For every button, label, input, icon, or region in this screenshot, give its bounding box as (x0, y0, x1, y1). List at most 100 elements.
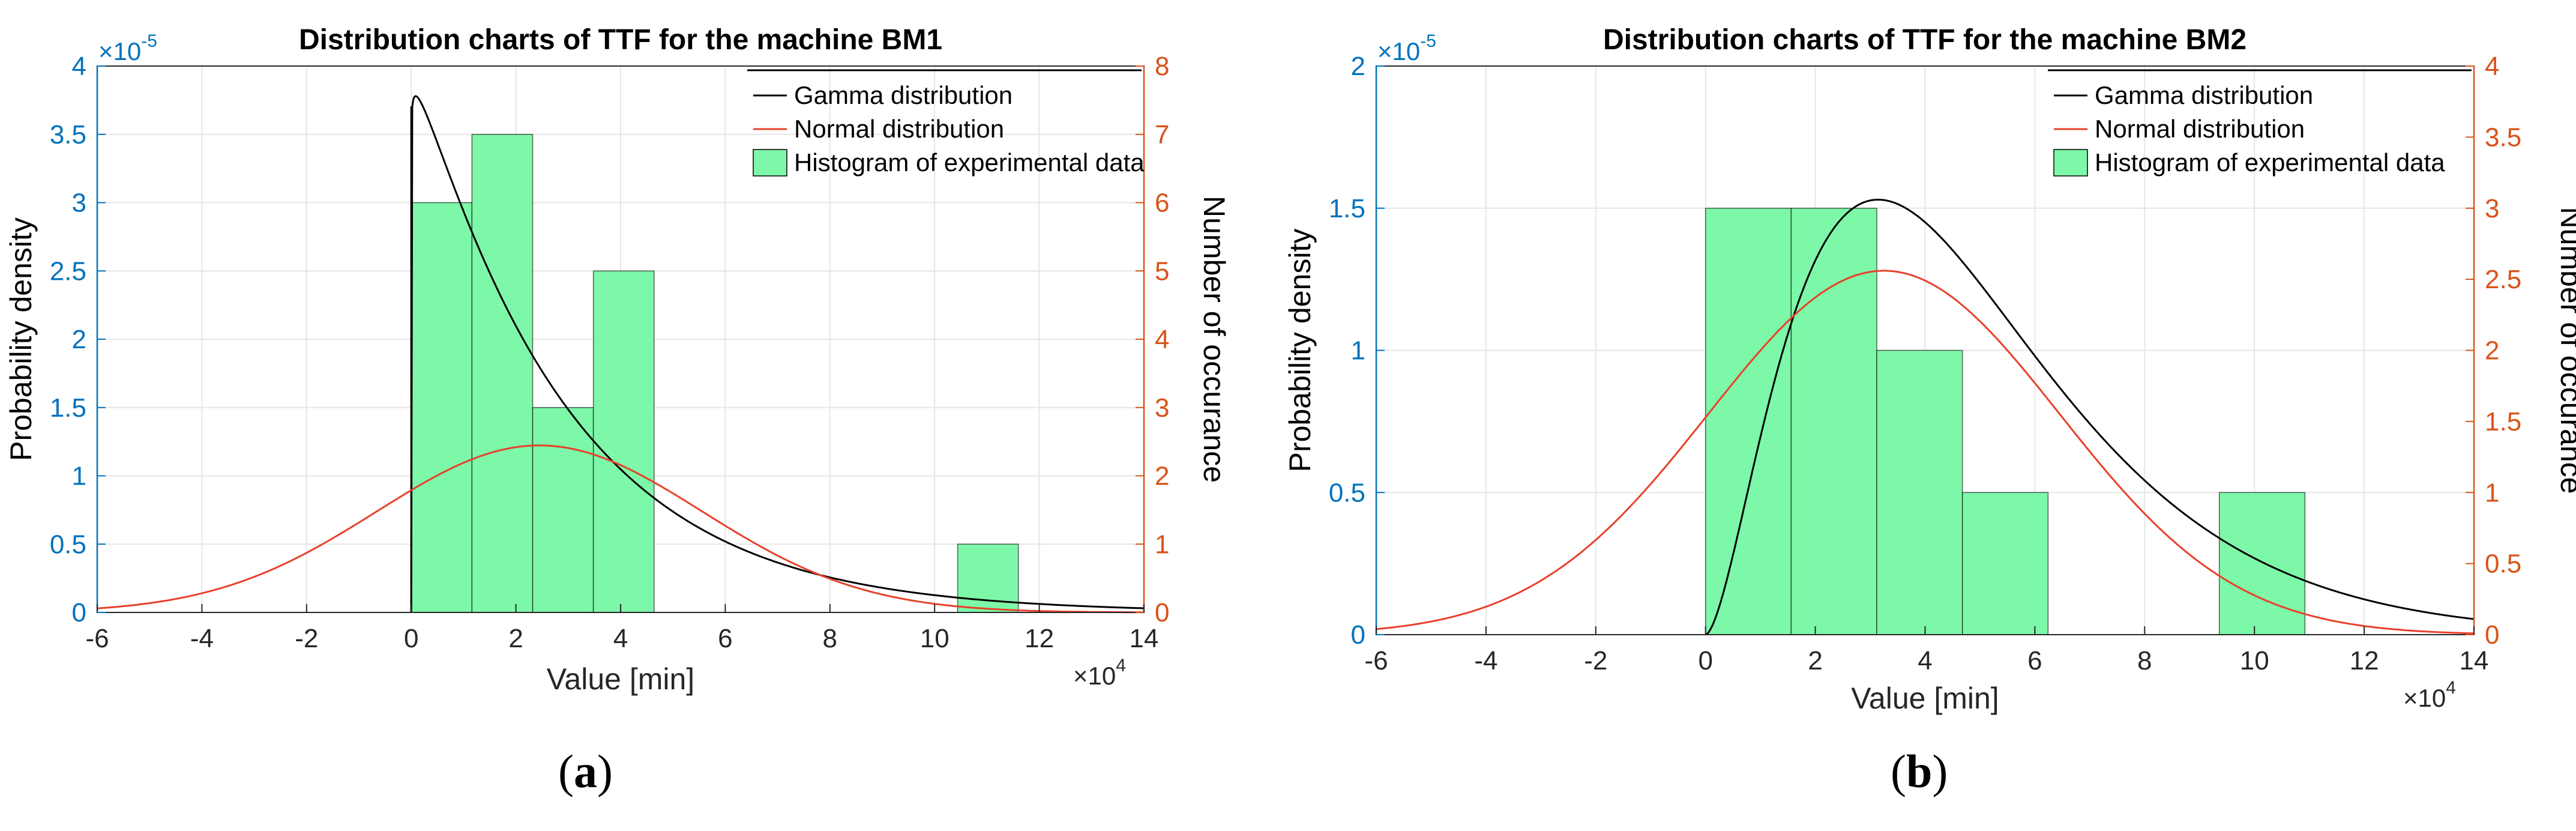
x-tick-label: 2 (1808, 646, 1822, 675)
x-tick-label: 4 (613, 624, 628, 653)
chart-title: Distribution charts of TTF for the machi… (299, 24, 942, 56)
gamma-curve (1705, 198, 2475, 636)
y-right-tick-label: 8 (1155, 52, 1169, 81)
chart-2: -6 -4 -2 0 2 4 6 8 10 12 1400.511.5200.511.522.533… (1283, 24, 2576, 715)
x-tick-label: 10 (920, 624, 949, 653)
histogram-bar-2 (471, 134, 534, 613)
x-tick-label: 0 (404, 624, 418, 653)
y-right-tick-label: 0 (1155, 598, 1169, 627)
x-tick-label: 4 (1918, 646, 1932, 675)
y-right-tick-label: 3 (1155, 393, 1169, 423)
y-left-axis-label: Probability density (4, 217, 38, 461)
legend-normal-label: Normal distribution (794, 115, 1004, 143)
histogram-bar-1 (1705, 208, 1792, 635)
x-axis-label: Value [min] (547, 662, 694, 696)
panel-label-letter: a (573, 745, 597, 797)
panel-label-close: ) (1932, 745, 1948, 797)
panel-label-b: (b) (1891, 745, 1948, 799)
histogram-bar-4 (592, 270, 655, 613)
y-right-tick-label: 1.5 (2485, 407, 2521, 437)
legend-gamma-label: Gamma distribution (794, 81, 1013, 109)
y-left-tick-label: 0 (72, 598, 86, 627)
y-right-tick-label: 0.5 (2485, 549, 2521, 579)
x-tick-label: -2 (1584, 646, 1607, 675)
x-tick-label: -4 (1474, 646, 1497, 675)
y-right-tick-label: 2.5 (2485, 265, 2521, 294)
y-left-tick-label: 1 (72, 462, 86, 491)
y-left-tick-label: 0.5 (1329, 478, 1365, 507)
y-right-tick-label: 0 (2485, 620, 2499, 650)
x-tick-label: 0 (1698, 646, 1712, 675)
histogram-bar-3 (532, 407, 594, 613)
x-tick-label: 6 (718, 624, 732, 653)
legend-normal-label: Normal distribution (2095, 115, 2305, 143)
y-right-tick-label: 2 (1155, 462, 1169, 491)
x-tick-label: -6 (85, 624, 109, 653)
x-multiplier-exponent: 4 (2446, 678, 2456, 698)
histogram-bar-4 (1961, 492, 2049, 635)
panel-label-close: ) (597, 745, 613, 797)
y-left-tick-label: 1.5 (50, 393, 86, 423)
x-multiplier: ×104 (2403, 678, 2456, 712)
x-tick-label: 12 (2350, 646, 2379, 675)
y-right-tick-label: 1 (1155, 530, 1169, 559)
panel-label-a: (a) (558, 745, 613, 799)
x-axis-label: Value [min] (1851, 681, 1999, 715)
y-multiplier-exponent: -5 (141, 31, 157, 51)
y-left-tick-label: 3.5 (50, 120, 86, 150)
legend: Gamma distribution Normal distribution His… (747, 69, 1145, 177)
x-tick-label: 14 (2460, 646, 2489, 675)
histogram-bar-2 (1790, 208, 1877, 635)
y-left-tick-label: 0.5 (50, 530, 86, 559)
y-right-tick-label: 4 (2485, 52, 2499, 81)
y-right-tick-label: 2 (2485, 336, 2499, 366)
legend-histogram-label: Histogram of experimental data (794, 148, 1145, 177)
y-left-tick-label: 2 (1351, 52, 1365, 81)
y-left-tick-label: 2 (72, 325, 86, 354)
y-multiplier-exponent: -5 (1420, 31, 1436, 51)
y-left-tick-label: 0 (1351, 620, 1365, 650)
chart-title: Distribution charts of TTF for the machi… (1603, 24, 2246, 56)
x-tick-label: -4 (190, 624, 214, 653)
legend-histogram-swatch (2053, 149, 2088, 177)
x-tick-label: -2 (295, 624, 318, 653)
y-multiplier: ×10-5 (98, 31, 157, 65)
x-tick-label: 10 (2240, 646, 2269, 675)
normal-curve (1376, 270, 2475, 635)
y-multiplier: ×10-5 (1377, 31, 1436, 65)
x-multiplier-exponent: 4 (1116, 656, 1126, 675)
x-tick-label: 8 (2137, 646, 2152, 675)
x-tick-label: 6 (2027, 646, 2042, 675)
y-right-tick-label: 7 (1155, 120, 1169, 150)
histogram-bar-3 (1876, 349, 1963, 635)
normal-curve (97, 444, 1144, 614)
panel-label-open: ( (558, 745, 574, 797)
y-right-tick-label: 6 (1155, 189, 1169, 218)
legend-histogram-swatch (753, 149, 787, 177)
y-left-tick-label: 4 (72, 52, 86, 81)
y-right-axis-label: Number of occurance (1197, 196, 1231, 483)
x-tick-label: 14 (1130, 624, 1159, 653)
y-left-tick-label: 1.5 (1329, 194, 1365, 223)
y-left-tick-label: 2.5 (50, 256, 86, 286)
y-left-tick-label: 1 (1351, 336, 1365, 366)
x-tick-label: 2 (508, 624, 523, 653)
histogram-bar-1 (411, 202, 473, 613)
y-right-tick-label: 1 (2485, 478, 2499, 507)
x-multiplier: ×104 (1073, 656, 1126, 690)
x-tick-label: 8 (823, 624, 837, 653)
y-left-axis-label: Probability density (1283, 229, 1317, 473)
y-right-axis-label: Number of occurance (2554, 207, 2576, 494)
x-tick-label: 12 (1025, 624, 1054, 653)
histogram-bar-5 (2218, 492, 2306, 635)
legend-gamma-label: Gamma distribution (2095, 81, 2313, 109)
y-left-tick-label: 3 (72, 189, 86, 218)
y-right-tick-label: 4 (1155, 325, 1169, 354)
y-right-tick-label: 3 (2485, 194, 2499, 223)
gamma-curve (410, 95, 1144, 613)
legend-histogram-label: Histogram of experimental data (2095, 148, 2445, 177)
y-right-tick-label: 3.5 (2485, 122, 2521, 152)
panel-label-letter: b (1906, 745, 1933, 797)
chart-1: -6 -4 -2 0 2 4 6 8 10 12 1400.511.522.533.54012345… (4, 24, 1231, 696)
